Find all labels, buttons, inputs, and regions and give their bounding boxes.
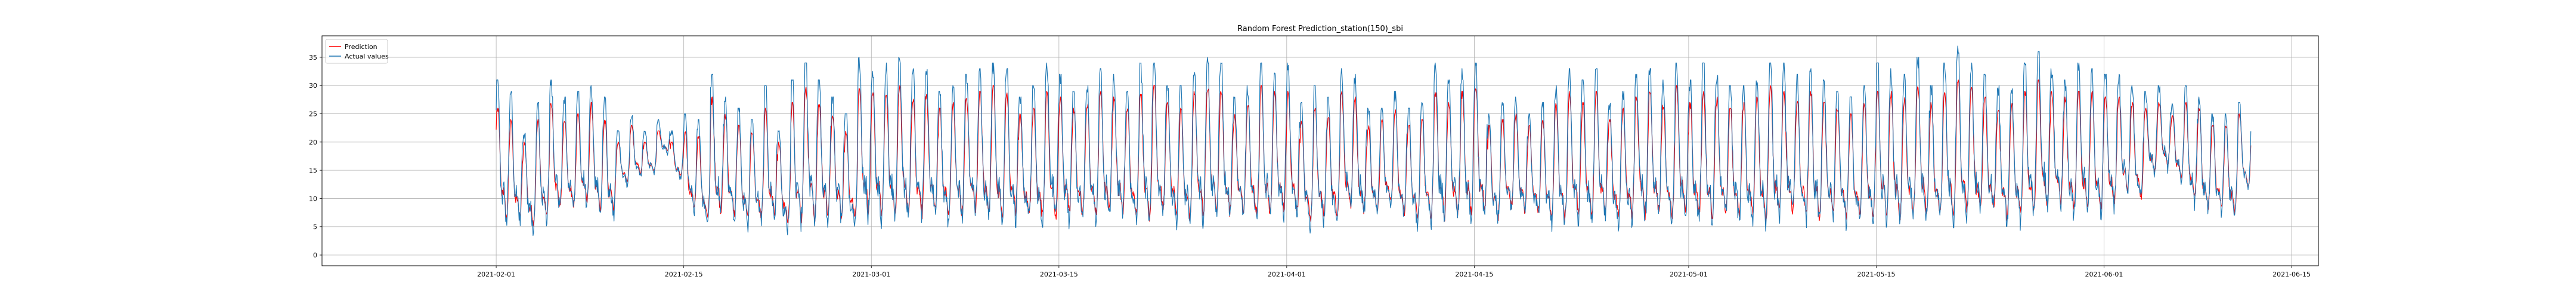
x-tick-label: 2021-02-15 (665, 271, 703, 278)
legend-label-prediction: Prediction (345, 43, 377, 51)
x-tick-label: 2021-04-01 (1268, 271, 1306, 278)
y-tick-label: 35 (309, 54, 317, 62)
y-tick-label: 0 (313, 251, 317, 259)
grid-lines (322, 36, 2318, 266)
legend: Prediction Actual values (325, 39, 389, 64)
y-axis: 0 5 10 15 20 25 30 35 (309, 54, 322, 259)
x-tick-label: 2021-06-01 (2085, 271, 2123, 278)
x-axis: 2021-02-01 2021-02-15 2021-03-01 2021-03-15… (477, 266, 2311, 278)
y-tick-label: 5 (313, 223, 317, 231)
x-tick-label: 2021-02-01 (477, 271, 515, 278)
legend-label-actual-values: Actual values (345, 53, 389, 60)
y-tick-label: 25 (309, 110, 317, 118)
series-line-actual-values (496, 45, 2252, 236)
y-tick-label: 20 (309, 139, 317, 146)
y-tick-label: 30 (309, 82, 317, 90)
x-tick-label: 2021-05-01 (1670, 271, 1708, 278)
y-tick-label: 15 (309, 167, 317, 174)
chart-title: Random Forest Prediction_station(150)_sb… (1237, 24, 1403, 33)
x-tick-label: 2021-05-15 (1857, 271, 1896, 278)
legend-box (325, 39, 388, 64)
y-tick-label: 10 (309, 195, 317, 202)
x-tick-label: 2021-04-15 (1455, 271, 1493, 278)
plot-frame (321, 35, 2319, 266)
x-tick-label: 2021-03-15 (1040, 271, 1078, 278)
plot-series (496, 45, 2252, 236)
x-tick-label: 2021-03-01 (852, 271, 890, 278)
x-tick-label: 2021-06-15 (2272, 271, 2311, 278)
